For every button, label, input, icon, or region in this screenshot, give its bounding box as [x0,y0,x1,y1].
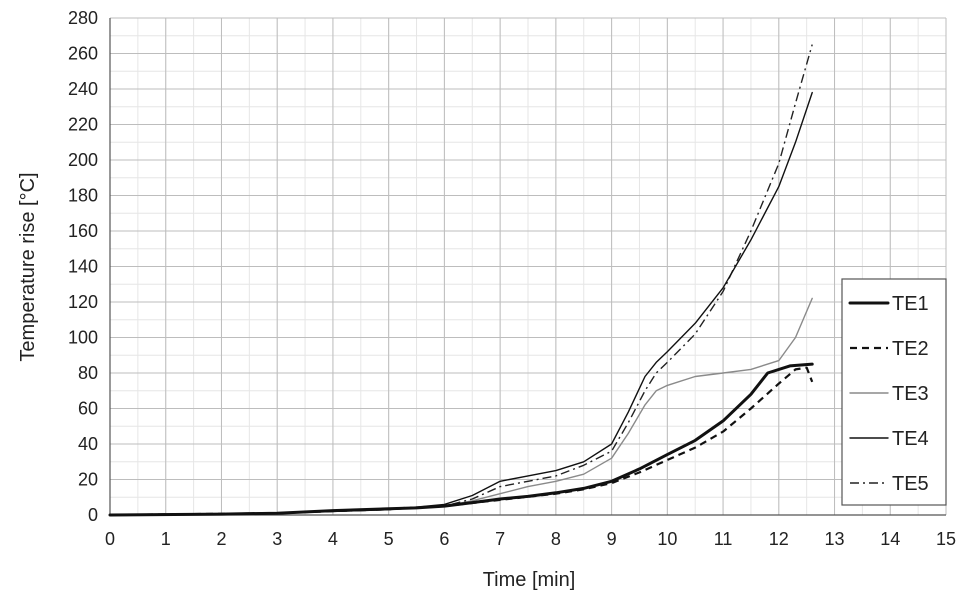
legend-label-te4: TE4 [892,428,929,450]
major-gridlines [109,17,947,516]
y-tick-label: 240 [68,79,98,99]
x-tick-label: 9 [607,529,617,549]
y-tick-label: 0 [88,505,98,525]
series-lines [108,44,814,517]
series-line-te1 [108,362,814,517]
legend-label-te5: TE5 [892,473,929,495]
y-tick-label: 180 [68,186,98,206]
x-tick-label: 2 [216,529,226,549]
y-tick-label: 120 [68,292,98,312]
y-tick-label: 160 [68,221,98,241]
y-tick-label: 20 [78,470,98,490]
x-tick-label: 14 [880,529,900,549]
x-tick-label: 12 [769,529,789,549]
series-line-te2 [109,366,814,517]
legend-label-te1: TE1 [892,293,929,315]
y-tick-label: 100 [68,328,98,348]
x-tick-label: 0 [105,529,115,549]
x-tick-label: 7 [495,529,505,549]
legend-box [841,278,947,506]
series-line-te4 [109,91,813,516]
x-tick-label: 3 [272,529,282,549]
x-tick-label: 10 [657,529,677,549]
x-tick-label: 1 [161,529,171,549]
x-tick-label: 4 [328,529,338,549]
x-tick-label: 13 [825,529,845,549]
y-axis-tick-labels: 0 20 40 60 80 100 120 140 160 180 200 220 240 260 280 [68,8,98,525]
y-tick-label: 60 [78,399,98,419]
x-tick-label: 15 [936,529,956,549]
x-tick-label: 5 [384,529,394,549]
x-tick-label: 11 [714,529,733,549]
y-tick-label: 80 [78,363,98,383]
legend: TE1 TE2 TE3 TE4 TE5 [841,278,947,506]
series-line-te5 [109,44,813,516]
legend-label-te3: TE3 [892,383,929,405]
y-tick-label: 280 [68,8,98,28]
y-tick-label: 260 [68,44,98,64]
x-axis-tick-labels: 0 1 2 3 4 5 6 7 8 9 10 11 12 13 14 15 [105,529,956,549]
x-axis-label: Time [min] [483,569,576,591]
x-tick-label: 6 [439,529,449,549]
series-line-te3 [109,297,813,516]
x-tick-label: 8 [551,529,561,549]
y-tick-label: 220 [68,115,98,135]
y-tick-label: 140 [68,257,98,277]
y-axis-label: Temperature rise [°C] [17,172,39,361]
legend-label-te2: TE2 [892,338,929,360]
y-tick-label: 40 [78,434,98,454]
y-tick-label: 200 [68,150,98,170]
